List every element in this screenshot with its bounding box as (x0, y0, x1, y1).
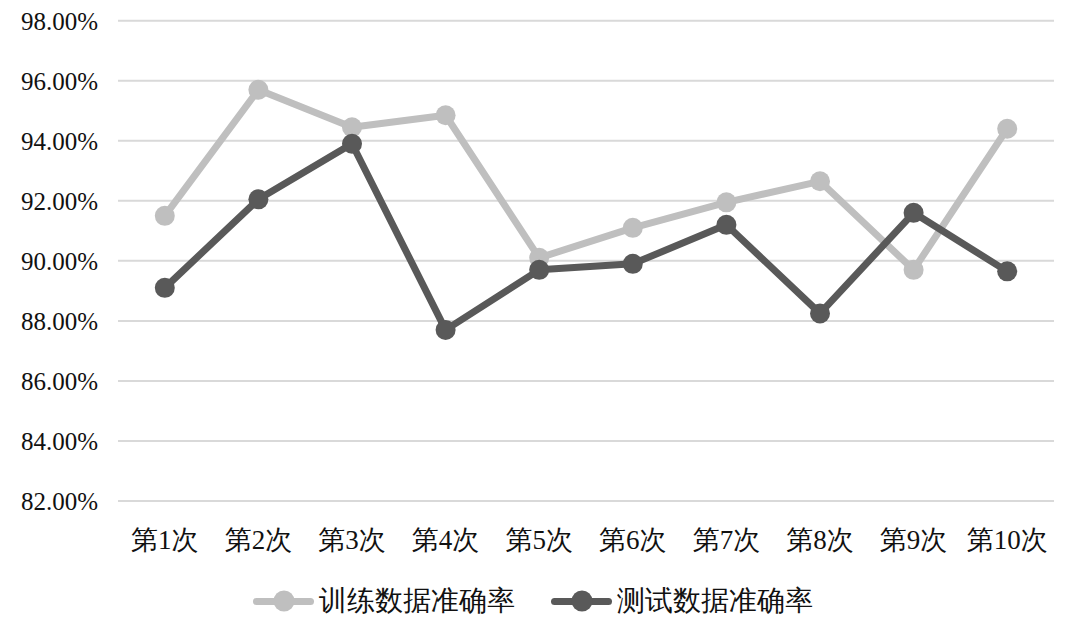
legend-item-train-accuracy: 训练数据准确率 (253, 584, 515, 618)
data-point-marker-test (810, 303, 830, 323)
x-axis-tick-label: 第10次 (967, 525, 1048, 555)
data-point-marker-train (155, 206, 175, 226)
data-point-marker-train (436, 105, 456, 125)
x-axis-tick-label: 第9次 (880, 525, 948, 555)
data-point-marker-test (904, 203, 924, 223)
data-point-marker-test (155, 278, 175, 298)
data-point-marker-test (436, 320, 456, 340)
data-point-marker-test (248, 189, 268, 209)
data-point-marker-train (623, 218, 643, 238)
y-axis-tick-label: 86.00% (21, 368, 98, 395)
y-axis-tick-label: 98.00% (21, 8, 98, 35)
x-axis-tick-label: 第1次 (131, 525, 199, 555)
data-point-marker-test (342, 134, 362, 154)
train-series-line-icon (253, 598, 314, 605)
accuracy-line-chart-figure: 82.00% 84.00% 86.00% 88.00% 90.00% 92.00% 94.0… (0, 0, 1066, 625)
train-series-dot-icon (273, 591, 294, 612)
data-point-marker-test (716, 215, 736, 235)
data-point-marker-train (810, 171, 830, 191)
data-point-marker-train (997, 119, 1017, 139)
y-axis-tick-label: 88.00% (21, 308, 98, 335)
legend-label-train-accuracy: 训练数据准确率 (319, 584, 515, 618)
x-axis-tick-label: 第7次 (693, 525, 761, 555)
data-point-marker-train (716, 192, 736, 212)
data-point-marker-test (529, 260, 549, 280)
data-point-marker-test (623, 254, 643, 274)
x-axis-tick-label: 第4次 (412, 525, 480, 555)
legend-label-test-accuracy: 测试数据准确率 (617, 584, 813, 618)
x-axis-tick-label: 第5次 (505, 525, 573, 555)
y-axis-tick-label: 90.00% (21, 248, 98, 275)
data-point-marker-train (248, 80, 268, 100)
chart-legend: 训练数据准确率 测试数据准确率 (0, 584, 1066, 618)
data-point-marker-test (997, 261, 1017, 281)
x-axis-tick-label: 第3次 (318, 525, 386, 555)
y-axis-tick-label: 94.00% (21, 128, 98, 155)
chart-plot-area: 82.00% 84.00% 86.00% 88.00% 90.00% 92.00% 94.0… (0, 0, 1066, 625)
y-axis-tick-label: 84.00% (21, 428, 98, 455)
x-axis-tick-label: 第2次 (225, 525, 293, 555)
x-axis-tick-label: 第8次 (786, 525, 854, 555)
y-axis-tick-label: 96.00% (21, 68, 98, 95)
data-point-marker-train (904, 260, 924, 280)
legend-item-test-accuracy: 测试数据准确率 (551, 584, 813, 618)
y-axis-tick-label: 92.00% (21, 188, 98, 215)
test-series-line-icon (551, 598, 612, 605)
x-axis-tick-label: 第6次 (599, 525, 667, 555)
y-axis-tick-label: 82.00% (21, 488, 98, 515)
test-series-dot-icon (571, 591, 592, 612)
